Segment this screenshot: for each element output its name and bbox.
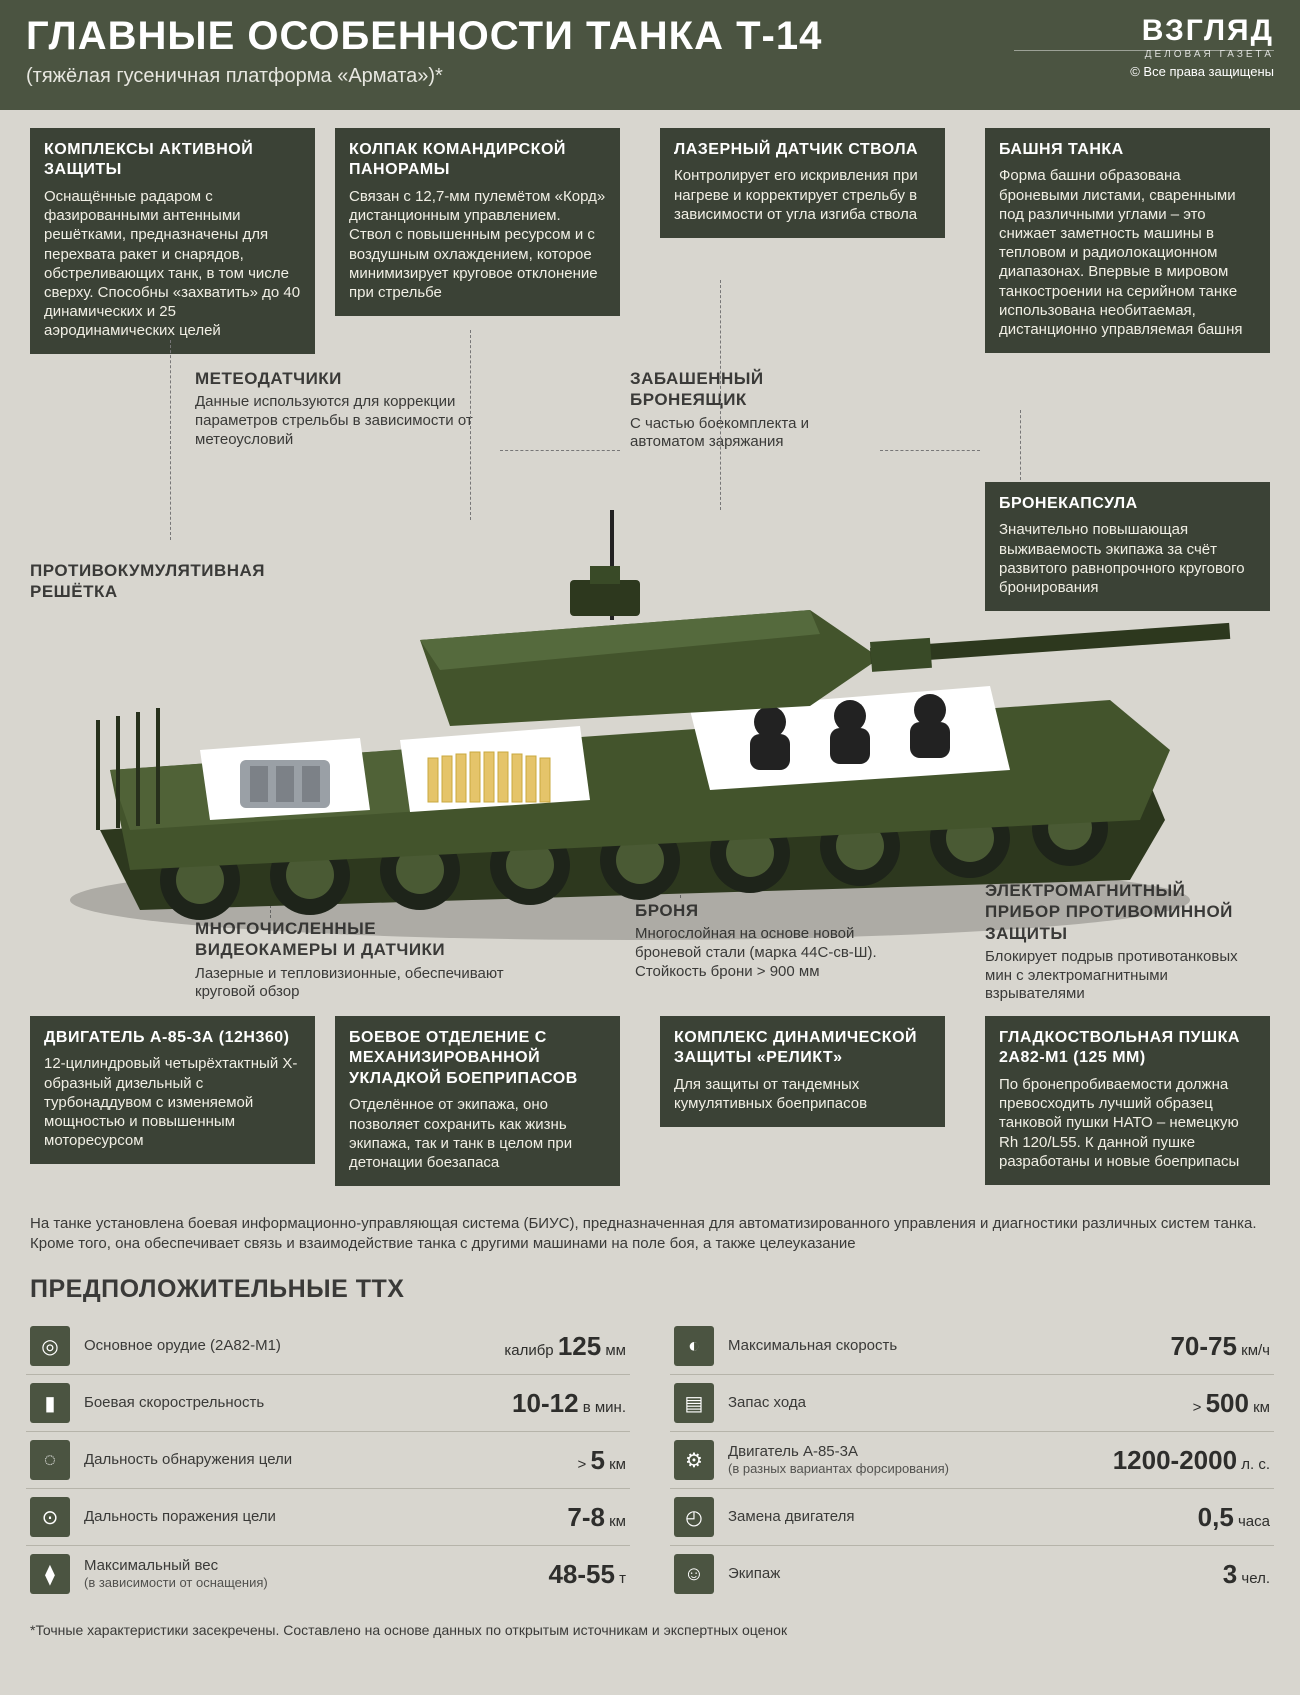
callout-armor-box: ЗАБАШЕННЫЙ БРОНЕЯЩИК С частью боекомплек… <box>630 368 880 452</box>
footnote-asterisk: *Точные характеристики засекречены. Сост… <box>0 1618 1300 1662</box>
specs-title: ПРЕДПОЛОЖИТЕЛЬНЫЕ ТТХ <box>30 1275 1274 1304</box>
spec-value: 7-8 км <box>567 1502 626 1533</box>
page-subtitle: (тяжёлая гусеничная платформа «Армата»)* <box>26 65 1014 88</box>
callout-title: ЗАБАШЕННЫЙ БРОНЕЯЩИК <box>630 368 880 411</box>
box-turret: БАШНЯ ТАНКА Форма башни образована броне… <box>985 128 1270 353</box>
box-ammo-compartment: БОЕВОЕ ОТДЕЛЕНИЕ С МЕХАНИЗИРОВАННОЙ УКЛА… <box>335 1016 620 1186</box>
box-body: 12-цилиндровый четырёхтактный Х-образный… <box>44 1054 301 1150</box>
publisher-brand: ВЗГЛЯД ДЕЛОВАЯ ГАЗЕТА © Все права защище… <box>1014 14 1274 79</box>
box-body: Для защиты от тандемных кумулятивных бое… <box>674 1075 931 1113</box>
box-title: БОЕВОЕ ОТДЕЛЕНИЕ С МЕХАНИЗИРОВАННОЙ УКЛА… <box>349 1028 606 1089</box>
spec-value: 0,5 часа <box>1198 1502 1270 1533</box>
spec-icon: ⊙ <box>30 1497 70 1537</box>
callout-title: МЕТЕОДАТЧИКИ <box>195 368 495 389</box>
spec-icon: ◌ <box>30 1440 70 1480</box>
spec-label: Максимальная скорость <box>728 1337 1170 1355</box>
box-title: КОМПЛЕКС ДИНАМИЧЕСКОЙ ЗАЩИТЫ «РЕЛИКТ» <box>674 1028 931 1069</box>
spec-label: Максимальный вес(в зависимости от оснаще… <box>84 1557 548 1591</box>
box-commander-panorama: КОЛПАК КОМАНДИРСКОЙ ПАНОРАМЫ Связан с 12… <box>335 128 620 316</box>
specs-column-left: ◎ Основное орудие (2А82-М1)калибр 125 мм ▮… <box>26 1318 630 1602</box>
box-body: Оснащённые радаром с фазированными антен… <box>44 187 301 341</box>
spec-icon: ▮ <box>30 1383 70 1423</box>
spec-row: ⧫ Максимальный вес(в зависимости от оснащ… <box>26 1546 630 1602</box>
header-bar: ГЛАВНЫЕ ОСОБЕННОСТИ ТАНКА Т-14 (тяжёлая … <box>0 0 1300 110</box>
spec-value: 48-55 т <box>548 1559 626 1590</box>
box-laser-sensor: ЛАЗЕРНЫЙ ДАТЧИК СТВОЛА Контролирует его … <box>660 128 945 238</box>
spec-label: Дальность обнаружения цели <box>84 1451 578 1469</box>
spec-value: 3 чел. <box>1223 1559 1270 1590</box>
spec-value: > 5 км <box>578 1445 626 1476</box>
box-body: По бронепробиваемости должна превосходит… <box>999 1075 1256 1171</box>
spec-label: Боевая скорострельность <box>84 1394 512 1412</box>
spec-row: ▤ Запас хода> 500 км <box>670 1375 1274 1432</box>
spec-icon: ⧫ <box>30 1554 70 1594</box>
spec-row: ◴ Замена двигателя0,5 часа <box>670 1489 1274 1546</box>
spec-row: ▮ Боевая скорострельность10-12 в мин. <box>26 1375 630 1432</box>
spec-icon: ◎ <box>30 1326 70 1366</box>
spec-row: ⊙ Дальность поражения цели7-8 км <box>26 1489 630 1546</box>
leader-line <box>500 450 620 451</box>
spec-value: 70-75 км/ч <box>1170 1331 1270 1362</box>
brand-copyright: © Все права защищены <box>1014 64 1274 79</box>
spec-value: 1200-2000 л. с. <box>1113 1445 1270 1476</box>
box-title: ГЛАДКОСТВОЛЬНАЯ ПУШКА 2А82-М1 (125 мм) <box>999 1028 1256 1069</box>
spec-row: ◐ Максимальная скорость70-75 км/ч <box>670 1318 1274 1375</box>
callout-body: Данные используются для коррекции параме… <box>195 393 495 449</box>
spec-icon: ◴ <box>674 1497 714 1537</box>
box-title: БАШНЯ ТАНКА <box>999 140 1256 160</box>
callout-body: С частью боекомплекта и автоматом заряжа… <box>630 415 880 453</box>
box-gun: ГЛАДКОСТВОЛЬНАЯ ПУШКА 2А82-М1 (125 мм) П… <box>985 1016 1270 1185</box>
box-body: Связан с 12,7-мм пулемётом «Корд» дистан… <box>349 187 606 302</box>
box-active-protection: КОМПЛЕКСЫ АКТИВНОЙ ЗАЩИТЫ Оснащённые рад… <box>30 128 315 354</box>
box-title: КОМПЛЕКСЫ АКТИВНОЙ ЗАЩИТЫ <box>44 140 301 181</box>
spec-label: Замена двигателя <box>728 1508 1198 1526</box>
specs-section: ПРЕДПОЛОЖИТЕЛЬНЫЕ ТТХ ◎ Основное орудие (… <box>0 1257 1300 1618</box>
box-title: ЛАЗЕРНЫЙ ДАТЧИК СТВОЛА <box>674 140 931 160</box>
spec-icon: ☺ <box>674 1554 714 1594</box>
spec-icon: ▤ <box>674 1383 714 1423</box>
brand-tagline: ДЕЛОВАЯ ГАЗЕТА <box>1014 49 1274 60</box>
note-bius: На танке установлена боевая информационн… <box>0 1200 1300 1257</box>
spec-label: Основное орудие (2А82-М1) <box>84 1337 504 1355</box>
leader-line <box>880 450 980 451</box>
brand-name: ВЗГЛЯД <box>1014 14 1274 51</box>
spec-row: ⚙ Двигатель А-85-3А(в разных вариантах фо… <box>670 1432 1274 1489</box>
spec-row: ◌ Дальность обнаружения цели> 5 км <box>26 1432 630 1489</box>
spec-value: калибр 125 мм <box>504 1331 626 1362</box>
callout-meteo: МЕТЕОДАТЧИКИ Данные используются для кор… <box>195 368 495 450</box>
spec-label: Запас хода <box>728 1394 1193 1412</box>
box-title: КОЛПАК КОМАНДИРСКОЙ ПАНОРАМЫ <box>349 140 606 181</box>
spec-row: ◎ Основное орудие (2А82-М1)калибр 125 мм <box>26 1318 630 1375</box>
specs-column-right: ◐ Максимальная скорость70-75 км/ч ▤ Запас х… <box>670 1318 1274 1602</box>
spec-label: Двигатель А-85-3А(в разных вариантах фор… <box>728 1443 1113 1477</box>
spec-value: > 500 км <box>1193 1388 1270 1419</box>
page-title: ГЛАВНЫЕ ОСОБЕННОСТИ ТАНКА Т-14 <box>26 14 1014 59</box>
box-body: Контролирует его искривления при нагреве… <box>674 166 931 224</box>
tank-illustration <box>50 470 1250 990</box>
spec-row: ☺ Экипаж3 чел. <box>670 1546 1274 1602</box>
box-body: Отделённое от экипажа, оно позволяет сох… <box>349 1095 606 1172</box>
box-engine: ДВИГАТЕЛЬ А-85-3А (12Н360) 12-цилиндровы… <box>30 1016 315 1164</box>
spec-label: Дальность поражения цели <box>84 1508 567 1526</box>
spec-icon: ⚙ <box>674 1440 714 1480</box>
spec-label: Экипаж <box>728 1565 1223 1583</box>
spec-value: 10-12 в мин. <box>512 1388 626 1419</box>
spec-icon: ◐ <box>674 1326 714 1366</box>
box-relikt: КОМПЛЕКС ДИНАМИЧЕСКОЙ ЗАЩИТЫ «РЕЛИКТ» Дл… <box>660 1016 945 1127</box>
box-title: ДВИГАТЕЛЬ А-85-3А (12Н360) <box>44 1028 301 1048</box>
box-body: Форма башни образована броневыми листами… <box>999 166 1256 339</box>
tank-diagram-area: КОМПЛЕКСЫ АКТИВНОЙ ЗАЩИТЫ Оснащённые рад… <box>0 110 1300 1200</box>
